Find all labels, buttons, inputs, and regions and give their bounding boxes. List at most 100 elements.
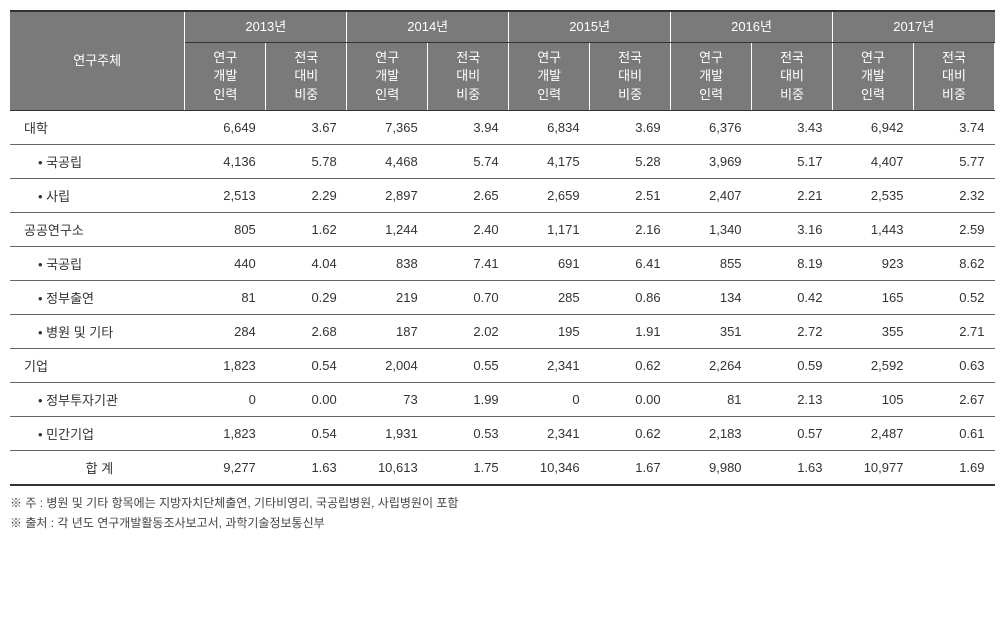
cell-value: 6,942 <box>833 110 914 144</box>
table-header: 연구주체 2013년 2014년 2015년 2016년 2017년 연구개발인… <box>10 11 995 110</box>
cell-value: 1.67 <box>590 450 671 485</box>
cell-value: 355 <box>833 314 914 348</box>
cell-value: 0 <box>185 382 266 416</box>
cell-value: 855 <box>671 246 752 280</box>
cell-value: 8.62 <box>913 246 994 280</box>
cell-value: 5.28 <box>590 144 671 178</box>
cell-value: 0.55 <box>428 348 509 382</box>
cell-value: 2.71 <box>913 314 994 348</box>
cell-value: 81 <box>185 280 266 314</box>
cell-value: 0.53 <box>428 416 509 450</box>
cell-value: 2.21 <box>752 178 833 212</box>
cell-value: 0.61 <box>913 416 994 450</box>
cell-value: 0.52 <box>913 280 994 314</box>
header-sub-col1: 연구개발인력 <box>347 43 428 111</box>
cell-value: 3.16 <box>752 212 833 246</box>
header-sub-col2: 전국대비비중 <box>428 43 509 111</box>
header-sub-col1: 연구개발인력 <box>671 43 752 111</box>
header-sub-col1: 연구개발인력 <box>185 43 266 111</box>
header-sub-col2: 전국대비비중 <box>590 43 671 111</box>
header-sub-col2: 전국대비비중 <box>913 43 994 111</box>
cell-value: 440 <box>185 246 266 280</box>
data-table: 연구주체 2013년 2014년 2015년 2016년 2017년 연구개발인… <box>10 10 995 486</box>
cell-value: 2.32 <box>913 178 994 212</box>
cell-value: 1.63 <box>266 450 347 485</box>
cell-value: 0.86 <box>590 280 671 314</box>
cell-value: 1.69 <box>913 450 994 485</box>
cell-value: 1.99 <box>428 382 509 416</box>
row-label: 기업 <box>10 348 185 382</box>
cell-value: 105 <box>833 382 914 416</box>
cell-value: 2.72 <box>752 314 833 348</box>
cell-value: 838 <box>347 246 428 280</box>
cell-value: 5.74 <box>428 144 509 178</box>
cell-value: 0.54 <box>266 348 347 382</box>
table-row: • 정부출연810.292190.702850.861340.421650.52 <box>10 280 995 314</box>
row-label: • 정부투자기관 <box>10 382 185 416</box>
cell-value: 0 <box>509 382 590 416</box>
cell-value: 2.16 <box>590 212 671 246</box>
cell-value: 1,171 <box>509 212 590 246</box>
header-year: 2014년 <box>347 11 509 43</box>
note-line: ※ 출처 : 각 년도 연구개발활동조사보고서, 과학기술정보통신부 <box>10 514 995 533</box>
cell-value: 81 <box>671 382 752 416</box>
row-label: 대학 <box>10 110 185 144</box>
table-row: 공공연구소8051.621,2442.401,1712.161,3403.161… <box>10 212 995 246</box>
footnotes: ※ 주 : 병원 및 기타 항목에는 지방자치단체출연, 기타비영리, 국공립병… <box>10 494 995 533</box>
cell-value: 2.40 <box>428 212 509 246</box>
cell-value: 1.63 <box>752 450 833 485</box>
cell-value: 2,513 <box>185 178 266 212</box>
cell-value: 1.62 <box>266 212 347 246</box>
cell-value: 0.42 <box>752 280 833 314</box>
cell-value: 7.41 <box>428 246 509 280</box>
row-label: • 민간기업 <box>10 416 185 450</box>
table-row: • 사립2,5132.292,8972.652,6592.512,4072.21… <box>10 178 995 212</box>
cell-value: 3,969 <box>671 144 752 178</box>
cell-value: 6,834 <box>509 110 590 144</box>
cell-value: 7,365 <box>347 110 428 144</box>
cell-value: 6,376 <box>671 110 752 144</box>
table-row: • 병원 및 기타2842.681872.021951.913512.72355… <box>10 314 995 348</box>
cell-value: 2,004 <box>347 348 428 382</box>
cell-value: 2.68 <box>266 314 347 348</box>
cell-value: 805 <box>185 212 266 246</box>
cell-value: 2.65 <box>428 178 509 212</box>
cell-value: 2,264 <box>671 348 752 382</box>
cell-value: 2.51 <box>590 178 671 212</box>
cell-value: 9,980 <box>671 450 752 485</box>
table-row: • 국공립4,1365.784,4685.744,1755.283,9695.1… <box>10 144 995 178</box>
cell-value: 10,346 <box>509 450 590 485</box>
cell-value: 2.67 <box>913 382 994 416</box>
cell-value: 0.62 <box>590 348 671 382</box>
cell-value: 2,487 <box>833 416 914 450</box>
cell-value: 2.59 <box>913 212 994 246</box>
cell-value: 2,341 <box>509 416 590 450</box>
header-year: 2015년 <box>509 11 671 43</box>
header-year: 2013년 <box>185 11 347 43</box>
header-sub-col2: 전국대비비중 <box>752 43 833 111</box>
cell-value: 10,977 <box>833 450 914 485</box>
cell-value: 0.54 <box>266 416 347 450</box>
cell-value: 5.77 <box>913 144 994 178</box>
cell-value: 0.62 <box>590 416 671 450</box>
cell-value: 2,659 <box>509 178 590 212</box>
cell-value: 3.69 <box>590 110 671 144</box>
cell-value: 134 <box>671 280 752 314</box>
cell-value: 3.94 <box>428 110 509 144</box>
cell-value: 187 <box>347 314 428 348</box>
row-label: • 정부출연 <box>10 280 185 314</box>
cell-value: 4,136 <box>185 144 266 178</box>
cell-value: 2.13 <box>752 382 833 416</box>
cell-value: 4.04 <box>266 246 347 280</box>
cell-value: 285 <box>509 280 590 314</box>
cell-value: 195 <box>509 314 590 348</box>
table-row: 합 계9,2771.6310,6131.7510,3461.679,9801.6… <box>10 450 995 485</box>
cell-value: 2,183 <box>671 416 752 450</box>
cell-value: 4,175 <box>509 144 590 178</box>
cell-value: 0.70 <box>428 280 509 314</box>
table-row: • 민간기업1,8230.541,9310.532,3410.622,1830.… <box>10 416 995 450</box>
cell-value: 691 <box>509 246 590 280</box>
cell-value: 0.29 <box>266 280 347 314</box>
row-label: • 국공립 <box>10 144 185 178</box>
cell-value: 2.02 <box>428 314 509 348</box>
